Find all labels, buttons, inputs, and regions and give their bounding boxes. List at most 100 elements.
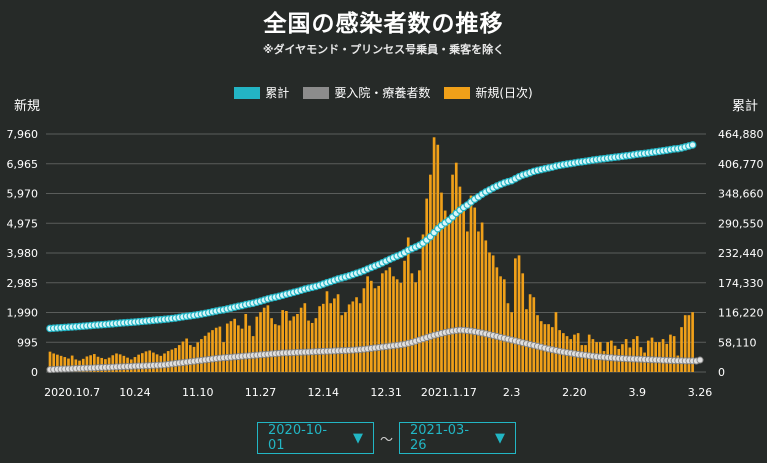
bar [443, 210, 447, 372]
bar [554, 312, 558, 372]
bar [59, 355, 63, 372]
bar [92, 354, 96, 372]
x-tick-label: 11.10 [182, 386, 214, 399]
bar [196, 342, 200, 372]
bar [248, 325, 251, 372]
bar [207, 332, 211, 372]
bar [477, 231, 480, 372]
bar [211, 330, 214, 372]
y-left-tick-label: 1,990 [7, 307, 39, 320]
bar [340, 315, 344, 372]
bar [281, 310, 284, 372]
bar [185, 338, 188, 372]
bar [225, 323, 229, 372]
start-date-select[interactable]: 2020-10-01 ▼ [257, 422, 374, 454]
bar [403, 260, 406, 372]
bar [469, 195, 473, 372]
x-tick-label: 12.31 [370, 386, 402, 399]
y-right-tick-label: 58,110 [718, 336, 757, 349]
bar [377, 285, 381, 372]
bar [661, 339, 665, 372]
bar [273, 324, 277, 372]
legend-label-new: 新規(日次) [475, 86, 533, 100]
start-date-value: 2020-10-01 [268, 423, 328, 453]
bar [89, 355, 92, 372]
bar [392, 276, 395, 372]
bar [344, 312, 347, 372]
bar [292, 316, 296, 372]
bar [454, 162, 458, 372]
bar [240, 328, 244, 372]
bar [458, 186, 462, 372]
cumulative-point [688, 141, 697, 149]
bar [399, 282, 403, 372]
bar [262, 307, 266, 372]
y-right-tick-label: 116,220 [718, 307, 764, 320]
bar [181, 341, 185, 372]
date-range-picker: 2020-10-01 ▼ 〜 2021-03-26 ▼ [257, 422, 517, 454]
bar [488, 252, 491, 372]
bar [521, 273, 525, 372]
bar [384, 270, 388, 372]
x-tick-label: 10.24 [119, 386, 151, 399]
y-right-tick-label: 406,770 [718, 158, 764, 171]
chart-title: 全国の感染者数の推移 [263, 11, 504, 37]
bar [473, 207, 477, 372]
legend-item-hospitalized[interactable]: 要入院・療養者数 [303, 84, 430, 101]
bar [514, 258, 517, 372]
bar [259, 312, 262, 372]
y-left-tick-label: 5,970 [7, 188, 39, 201]
bar [351, 301, 355, 372]
bar [414, 282, 417, 372]
bar [218, 326, 222, 372]
bar [333, 298, 336, 372]
chart-legend: 累計 要入院・療養者数 新規(日次) [0, 84, 767, 101]
bar [410, 273, 414, 372]
y-right-tick-label: 0 [718, 366, 725, 379]
bar [635, 336, 639, 372]
bar [495, 267, 499, 372]
bar [432, 137, 436, 372]
bar [672, 336, 676, 372]
bar [285, 311, 288, 372]
bar [144, 351, 148, 372]
legend-item-cumulative[interactable]: 累計 [234, 84, 289, 101]
bar [288, 320, 292, 372]
y-left-tick-label: 3,980 [7, 247, 39, 260]
end-date-select[interactable]: 2021-03-26 ▼ [399, 422, 517, 454]
bar [266, 305, 270, 372]
bar [602, 351, 606, 372]
chevron-down-icon: ▼ [353, 430, 363, 446]
legend-item-new[interactable]: 新規(日次) [444, 84, 533, 101]
bar [229, 321, 233, 372]
bar [270, 318, 273, 372]
bar [307, 320, 310, 372]
bar [358, 303, 362, 372]
legend-swatch-hospitalized [303, 86, 330, 99]
y-right-tick-label: 174,330 [718, 277, 764, 290]
chevron-down-icon: ▼ [495, 430, 506, 446]
bar [214, 327, 218, 372]
bar [406, 237, 410, 372]
y-left-tick-label: 6,965 [7, 158, 39, 171]
bar [532, 297, 536, 372]
bar [347, 304, 351, 372]
bar [447, 222, 451, 372]
bar [177, 345, 181, 372]
bar [321, 303, 325, 372]
bar [336, 294, 340, 372]
y-left-tick-label: 0 [31, 366, 38, 379]
legend-swatch-new [444, 86, 471, 99]
bar [417, 270, 421, 372]
bar [329, 303, 333, 372]
bar [373, 288, 377, 372]
bar [366, 276, 369, 372]
x-tick-label: 2.20 [562, 386, 587, 399]
bar [484, 240, 488, 372]
bar [299, 307, 303, 372]
bar [580, 345, 584, 372]
bar [63, 357, 67, 372]
x-tick-label: 2021.1.17 [421, 386, 477, 399]
hospitalized-point [696, 356, 704, 364]
